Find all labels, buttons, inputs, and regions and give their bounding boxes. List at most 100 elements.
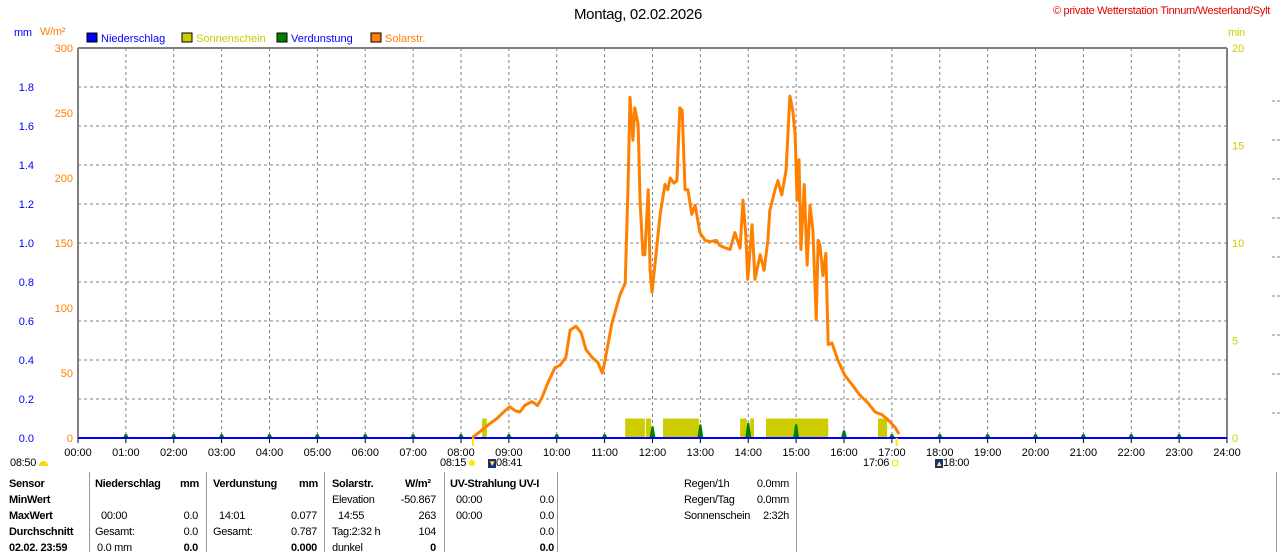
x-tick-label: 08:00 [447, 447, 475, 459]
mm-tick-label: 1.2 [19, 199, 34, 211]
solar-min-val: -50.867 [400, 494, 437, 506]
legend-swatch [86, 32, 98, 43]
sunshine-bar [663, 418, 699, 438]
uv-min-time: 00:00 [456, 494, 483, 506]
min-tick-label: 10 [1232, 238, 1244, 250]
mm-tick-label: 0.0 [19, 433, 34, 445]
niederschlag-current-label: 0.0 mm [97, 542, 132, 554]
moonrise: ▼08:41 [488, 457, 522, 469]
niederschlag-header: Niederschlag [95, 478, 161, 490]
verdunstung-total-label: Gesamt: [213, 526, 253, 538]
x-tick-label: 19:00 [974, 447, 1002, 459]
row-label-sensor: Sensor [9, 478, 45, 490]
niederschlag-total-label: Gesamt: [95, 526, 135, 538]
solar-avg-label: Tag:2:32 h [332, 526, 381, 538]
summary-regen-tag-label: Regen/Tag [684, 494, 735, 506]
moonrise-label: 08:41 [496, 457, 523, 469]
x-tick-label: 18:00 [926, 447, 954, 459]
x-tick-label: 17:00 [878, 447, 906, 459]
solar-max-val: 263 [418, 510, 437, 522]
solar-radiation-line [471, 94, 901, 440]
x-tick-label: 21:00 [1070, 447, 1098, 459]
row-label-min: MinWert [9, 494, 51, 506]
niederschlag-unit: mm [180, 478, 199, 490]
sunrise: 08:15 [440, 457, 475, 469]
mm-tick-label: 1.0 [19, 238, 34, 250]
unit-min: min [1228, 27, 1245, 39]
uv-min-val: 0.0 [539, 494, 555, 506]
wm2-tick-label: 50 [61, 368, 73, 380]
x-tick-label: 12:00 [639, 447, 667, 459]
mm-tick-label: 0.6 [19, 316, 34, 328]
solar-max-time: 14:55 [338, 510, 365, 522]
min-tick-label: 20 [1232, 43, 1244, 55]
sunshine-bar [625, 418, 645, 438]
x-tick-label: 20:00 [1022, 447, 1050, 459]
sun-icon [468, 460, 475, 466]
uv-header: UV-Strahlung UV-I [450, 478, 540, 490]
left-time: 08:50 [10, 457, 48, 469]
min-tick-label: 15 [1232, 141, 1244, 153]
x-tick-label: 07:00 [399, 447, 427, 459]
row-label-avg: Durchschnitt [9, 526, 74, 538]
mm-tick-label: 0.2 [19, 394, 34, 406]
verdunstung-current-val: 0.000 [290, 542, 317, 554]
min-tick-label: 5 [1232, 336, 1238, 348]
sunshine-bar [877, 418, 888, 438]
chart-title: Montag, 02.02.2026 [573, 6, 703, 23]
sunshine-bar [740, 418, 747, 438]
evaporation-bar [745, 422, 752, 438]
uv-max-time: 00:00 [456, 510, 483, 522]
x-tick-label: 09:00 [495, 447, 523, 459]
unit-mm: mm [14, 27, 32, 39]
legend-label-solarstr: Solarstr. [385, 33, 425, 45]
x-tick-label: 15:00 [782, 447, 810, 459]
moonset-label: 18:00 [943, 457, 970, 469]
summary-regen-tag-value: 0.0mm [756, 494, 789, 506]
row-label-current: 02.02. 23:59 [9, 542, 68, 554]
sunshine-bar [750, 418, 754, 438]
min-tick-label: 0 [1232, 433, 1238, 445]
weather-chart: 00:00 01:00 02:00 03:00 04:00 05:00 06:00 07:00… [19, 32, 1280, 459]
solar-current-val: 0 [430, 542, 436, 554]
solar-current-label: dunkel [332, 542, 363, 554]
legend-label-niederschlag: Niederschlag [101, 33, 165, 45]
x-tick-label: 00:00 [64, 447, 92, 459]
wm2-tick-label: 250 [55, 108, 73, 120]
uv-max-val: 0.0 [539, 510, 555, 522]
x-tick-label: 13:00 [687, 447, 715, 459]
x-tick-label: 22:00 [1117, 447, 1145, 459]
moon-set-icon: ▲ [935, 459, 943, 468]
row-label-max: MaxWert [9, 510, 53, 522]
evaporation-bar [697, 424, 704, 438]
solar-min-label: Elevation [332, 494, 375, 506]
solar-unit: W/m² [405, 478, 431, 490]
mm-tick-label: 1.4 [19, 160, 34, 172]
legend-label-sonnenschein: Sonnenschein [196, 33, 266, 45]
left-time-label: 08:50 [10, 457, 37, 469]
wm2-tick-label: 150 [55, 238, 73, 250]
x-tick-label: 10:00 [543, 447, 571, 459]
x-tick-label: 14:00 [734, 447, 762, 459]
solar-header: Solarstr. [332, 478, 374, 490]
wm2-tick-label: 200 [55, 173, 73, 185]
wm2-tick-label: 100 [55, 303, 73, 315]
x-tick-label: 23:00 [1165, 447, 1193, 459]
wm2-tick-label: 300 [55, 43, 73, 55]
niederschlag-total-val: 0.0 [183, 526, 199, 538]
copyright: © private Wetterstation Tinnum/Westerlan… [1052, 5, 1270, 17]
mm-tick-label: 0.4 [19, 355, 34, 367]
niederschlag-current-val: 0.0 [183, 542, 199, 554]
moon-icon: ▼ [488, 459, 496, 468]
summary-regen-1h-label: Regen/1h [684, 478, 730, 490]
x-tick-label: 11:00 [591, 447, 618, 459]
evaporation-bar [793, 424, 800, 438]
x-tick-label: 01:00 [112, 447, 140, 459]
mm-tick-label: 1.8 [19, 82, 34, 94]
moonset: ▲18:00 [935, 457, 969, 469]
solar-avg-val: 104 [418, 526, 437, 538]
summary-sonnenschein-value: 2:32h [762, 510, 789, 522]
verdunstung-max-time: 14:01 [219, 510, 246, 522]
sunset-icon [891, 460, 898, 466]
x-tick-label: 05:00 [304, 447, 332, 459]
